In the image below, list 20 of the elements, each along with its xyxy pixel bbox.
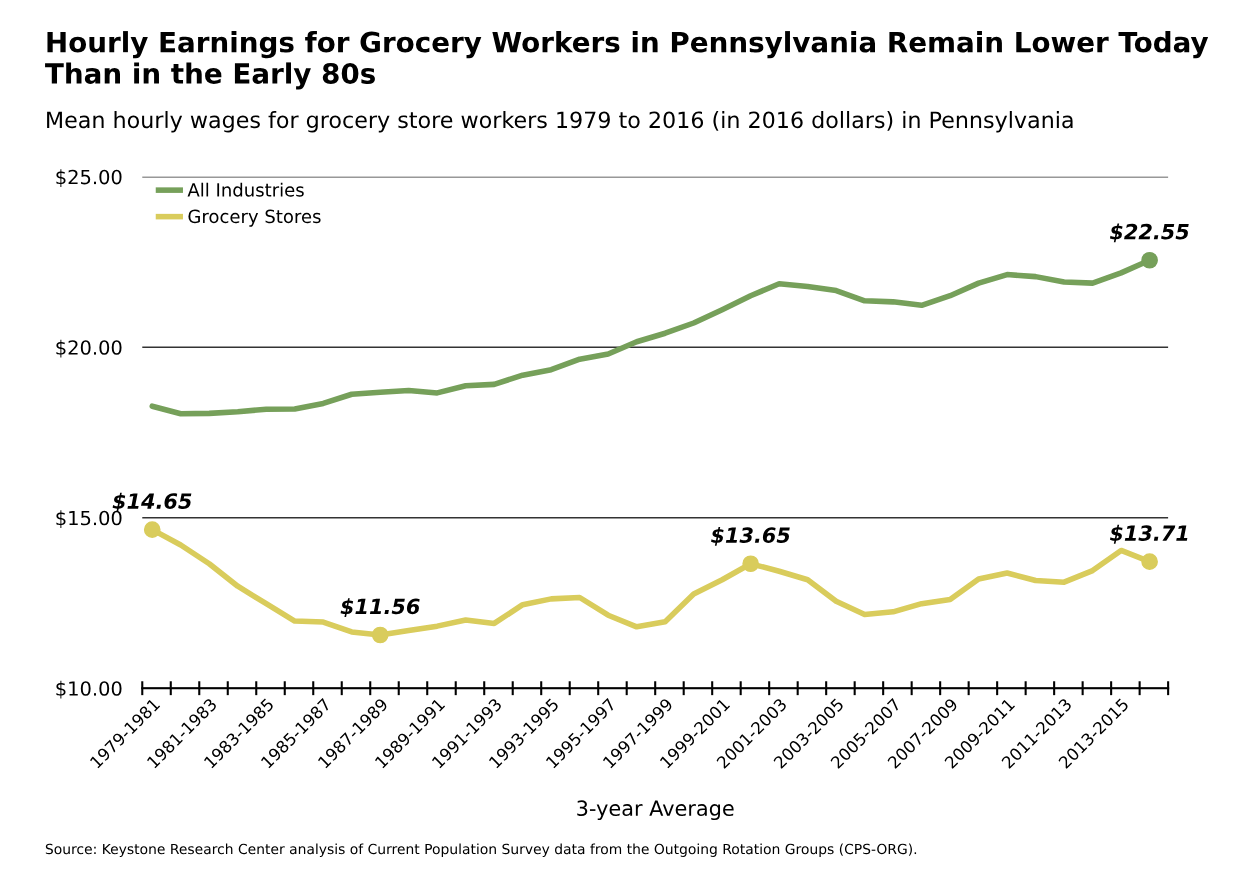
data-label: $14.65 — [112, 492, 192, 512]
point — [1141, 251, 1158, 269]
point — [371, 626, 389, 644]
y-tick-label: $20.00 — [56, 339, 122, 358]
y-tick-label: $15.00 — [56, 510, 122, 528]
data-label: $11.56 — [340, 598, 420, 618]
chart-title: Hourly Earnings for Grocery Workers in Pennsylvania Remain Lower Today Than in the Early 80s — [45, 31, 1209, 90]
source-note: Source: Keystone Research Center analysis of Current Population Survey data from the Outgoing Rotation Groups (CPS-ORG). — [45, 843, 917, 857]
y-tick-label: $10.00 — [56, 680, 122, 699]
legend-label: All Industries — [187, 182, 304, 197]
data-label: $13.65 — [711, 526, 790, 546]
x-axis-title: 3-year Average — [577, 800, 734, 821]
point — [1141, 553, 1158, 571]
data-label: $13.71 — [1109, 524, 1188, 544]
data-label: $22.55 — [1109, 223, 1189, 243]
chart-subtitle: Mean hourly wages for grocery store workers 1979 to 2016 (in 2016 dollars) in Pennsylvania — [47, 111, 1073, 133]
point — [143, 521, 161, 538]
y-tick-label: $25.00 — [56, 169, 122, 187]
legend-label: Grocery Stores — [188, 209, 321, 227]
point — [742, 555, 759, 573]
